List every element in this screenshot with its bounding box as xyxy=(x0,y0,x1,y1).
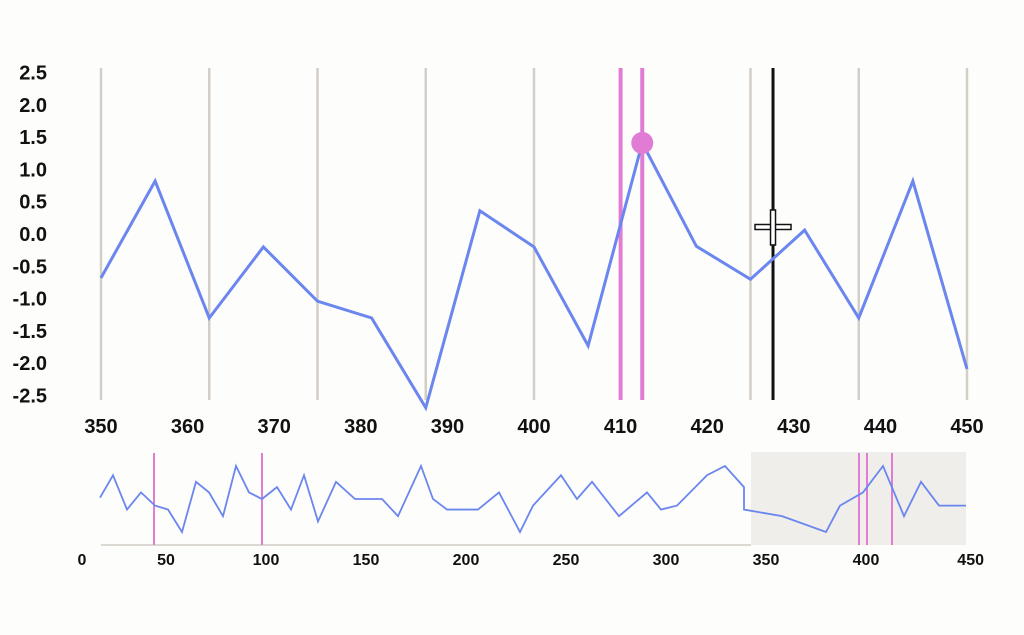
y-tick-label: -2.0 xyxy=(13,353,47,375)
overview-series-line xyxy=(99,463,966,535)
overview-x-tick-label: 50 xyxy=(157,552,175,569)
x-tick-label: 420 xyxy=(691,416,724,438)
overview-x-tick-label: 400 xyxy=(853,552,880,569)
overview-brush-chart[interactable]: 0 50 100 150 200 250 300 350 400 450 xyxy=(78,452,985,569)
x-tick-label: 430 xyxy=(777,416,810,438)
y-tick-label: 2.5 xyxy=(19,63,47,85)
highlighted-point xyxy=(631,131,654,154)
overview-x-tick-label: 300 xyxy=(653,552,680,569)
x-tick-label: 370 xyxy=(258,416,291,438)
x-tick-label: 360 xyxy=(171,416,204,438)
x-tick-label: 390 xyxy=(431,416,464,438)
main-gridlines xyxy=(99,68,969,400)
x-tick-label: 350 xyxy=(84,416,117,438)
x-tick-label: 400 xyxy=(517,416,550,438)
y-tick-label: 2.0 xyxy=(19,95,47,117)
x-tick-label: 450 xyxy=(950,416,983,438)
y-tick-label: -1.0 xyxy=(13,289,47,311)
overview-x-tick-label: 450 xyxy=(957,552,984,569)
crosshair-vertical xyxy=(769,209,777,246)
y-axis-ticks: 2.5 2.0 1.5 1.0 0.5 0.0 -0.5 -1.0 -1.5 -2.0 -2.5 xyxy=(13,63,47,408)
y-tick-label: 1.5 xyxy=(19,127,47,149)
x-tick-label: 380 xyxy=(344,416,377,438)
y-tick-label: 0.5 xyxy=(19,192,47,214)
series-line xyxy=(99,138,969,412)
y-tick-label: -0.5 xyxy=(13,256,47,278)
crosshair-cursor-icon xyxy=(754,209,792,246)
x-tick-label: 440 xyxy=(864,416,897,438)
overview-x-tick-label: 200 xyxy=(453,552,480,569)
x-axis-ticks: 350 360 370 380 390 400 410 420 430 440 450 xyxy=(84,416,983,438)
overview-x-tick-label: 0 xyxy=(78,552,87,569)
y-tick-label: 1.0 xyxy=(19,159,47,181)
main-series xyxy=(99,131,969,412)
overview-x-tick-label: 100 xyxy=(253,552,280,569)
overview-x-tick-label: 250 xyxy=(553,552,580,569)
x-tick-label: 410 xyxy=(604,416,637,438)
overview-x-tick-label: 350 xyxy=(753,552,780,569)
y-tick-label: 0.0 xyxy=(19,224,47,246)
y-tick-label: -2.5 xyxy=(13,386,47,408)
y-tick-label: -1.5 xyxy=(13,321,47,343)
main-highlight-lines xyxy=(618,68,645,400)
overview-x-tick-label: 150 xyxy=(353,552,380,569)
